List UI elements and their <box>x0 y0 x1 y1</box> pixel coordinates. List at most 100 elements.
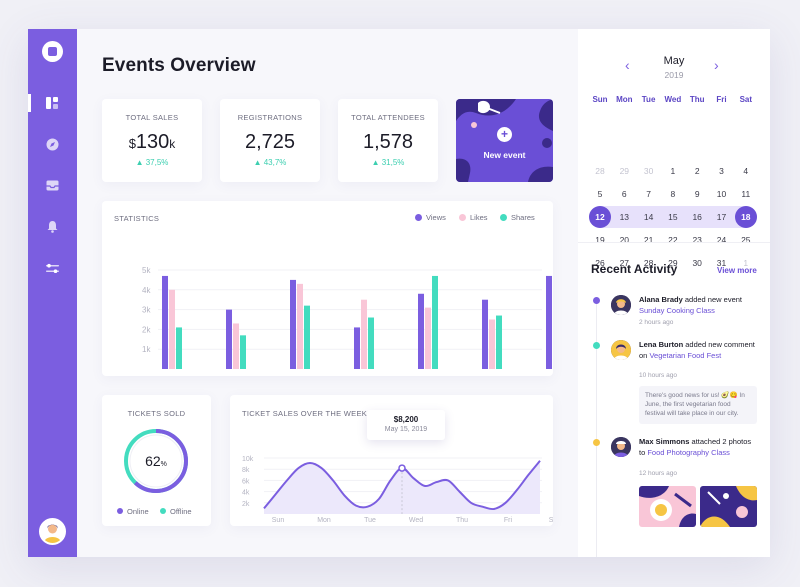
new-event-button[interactable]: + New event <box>456 99 553 182</box>
calendar-day[interactable]: 7 <box>646 189 651 199</box>
activity-link[interactable]: Sunday Cooking Class <box>639 305 715 315</box>
timeline-dot <box>593 297 600 304</box>
selected-range-band <box>589 206 757 228</box>
stat-change: ▲ 37,5% <box>135 158 169 167</box>
calendar-day[interactable]: 19 <box>595 235 605 245</box>
calendar-day[interactable]: 18 <box>734 206 757 228</box>
calendar-day[interactable]: 12 <box>589 206 611 228</box>
calendar-year: 2019 <box>664 70 684 80</box>
stat-value: 1,578 <box>362 131 414 153</box>
calendar-day[interactable]: 29 <box>668 258 678 268</box>
new-event-illustration <box>456 99 553 182</box>
calendar-day[interactable]: 4 <box>743 166 749 176</box>
activity-time: 12 hours ago <box>639 470 677 477</box>
dashboard-icon[interactable] <box>45 96 60 111</box>
legend-dot <box>459 214 466 221</box>
legend-offline[interactable]: Offline <box>160 507 192 516</box>
calendar-day[interactable]: 28 <box>643 258 654 268</box>
right-panel: ‹ May 2019 › Sun Mon Tue Wed Thu Fri Sat 28 29 30… <box>578 29 770 557</box>
bar-likes <box>489 319 495 369</box>
calendar-day[interactable]: 21 <box>643 235 654 245</box>
calendar-day[interactable]: 15 <box>668 212 678 222</box>
activity-text: Lena Burton added new comment on Vegetar… <box>639 340 755 360</box>
calendar-day[interactable]: 22 <box>668 235 678 245</box>
area-fill <box>264 460 540 514</box>
calendar-day[interactable]: 28 <box>595 166 605 176</box>
bar-likes <box>297 283 303 369</box>
y-tick-label: 1k <box>142 345 151 354</box>
calendar-day[interactable]: 29 <box>619 166 630 176</box>
activity-link[interactable]: Vegetarian Food Fest <box>649 350 722 360</box>
calendar-day[interactable]: 27 <box>619 258 630 268</box>
new-event-label: New event <box>483 150 526 160</box>
calendar-day[interactable]: 11 <box>741 189 751 199</box>
x-tick-label: Tue <box>364 517 376 524</box>
calendar-month: May <box>663 55 685 67</box>
legend-dot <box>160 508 166 514</box>
stat-label: REGISTRATIONS <box>237 113 303 122</box>
avatar[interactable] <box>611 295 631 315</box>
bell-icon[interactable] <box>45 219 60 234</box>
next-month-icon[interactable]: › <box>714 57 719 73</box>
bar-likes <box>233 323 239 369</box>
tickets-sold-donut <box>124 429 188 493</box>
calendar-day[interactable]: 8 <box>670 189 676 199</box>
calendar-day[interactable]: 2 <box>694 166 700 176</box>
calendar-day[interactable]: 20 <box>619 235 630 245</box>
highlight-point <box>398 464 406 472</box>
user-avatar[interactable] <box>39 518 66 545</box>
legend-online[interactable]: Online <box>117 507 149 516</box>
y-tick-label: 8k <box>242 467 250 474</box>
calendar-day[interactable]: 14 <box>643 212 654 222</box>
y-tick-label: 4k <box>242 490 250 497</box>
timeline-dot <box>593 342 600 349</box>
x-tick-label: Mon <box>317 517 331 524</box>
calendar-day[interactable]: 3 <box>719 166 724 176</box>
attached-photo[interactable] <box>700 486 757 527</box>
attached-photo[interactable] <box>639 486 696 527</box>
legend-shares[interactable]: Shares <box>500 213 535 222</box>
calendar-day[interactable]: 1 <box>670 166 676 176</box>
avatar[interactable] <box>611 340 631 360</box>
bar-likes <box>425 307 431 369</box>
chart-tooltip: $8,200 May 15, 2019 <box>367 410 445 440</box>
calendar-day[interactable]: 17 <box>716 212 727 222</box>
calendar-day[interactable]: 30 <box>643 166 654 176</box>
calendar-day[interactable]: 9 <box>694 189 700 199</box>
registrations-card[interactable]: REGISTRATIONS 2,725 ▲ 43,7% <box>220 99 320 182</box>
calendar-day[interactable]: 26 <box>595 258 605 268</box>
calendar-day[interactable]: 16 <box>692 212 702 222</box>
calendar-day[interactable]: 10 <box>716 189 727 199</box>
activity-time: 10 hours ago <box>639 372 677 379</box>
prev-month-icon[interactable]: ‹ <box>625 57 630 73</box>
calendar-day[interactable]: 6 <box>621 189 627 199</box>
calendar-day[interactable]: 31 <box>716 258 727 268</box>
legend-likes[interactable]: Likes <box>459 213 488 222</box>
weekday-label: Sat <box>739 95 753 104</box>
stat-change: ▲ 43,7% <box>253 158 287 167</box>
calendar-day[interactable]: 23 <box>692 235 702 245</box>
calendar-day[interactable]: 5 <box>597 189 603 199</box>
logo-icon[interactable] <box>42 41 63 62</box>
total-attendees-card[interactable]: TOTAL ATTENDEES 1,578 ▲ 31,5% <box>338 99 438 182</box>
avatar[interactable] <box>611 437 631 457</box>
view-more-link[interactable]: View more <box>717 266 757 275</box>
y-tick-label: 6k <box>242 478 250 485</box>
legend-views[interactable]: Views <box>415 213 446 222</box>
activity-text: Alana Brady added new event Sunday Cooki… <box>639 295 742 315</box>
stat-change: ▲ 31,5% <box>371 158 405 167</box>
settings-sliders-icon[interactable] <box>45 261 60 276</box>
total-sales-card[interactable]: TOTAL SALES $130k ▲ 37,5% <box>102 99 202 182</box>
activity-link[interactable]: Food Photography Class <box>647 447 730 457</box>
calendar-day[interactable]: 30 <box>692 258 702 268</box>
calendar-day[interactable]: 13 <box>619 212 630 222</box>
weekday-label: Thu <box>689 95 705 104</box>
bar-views <box>354 327 360 369</box>
inbox-icon[interactable] <box>45 178 60 193</box>
calendar-day[interactable]: 1 <box>743 258 749 268</box>
compass-icon[interactable] <box>45 137 60 152</box>
calendar-day[interactable]: 24 <box>716 235 727 245</box>
y-tick-label: 4k <box>142 286 151 295</box>
bar-views <box>290 279 296 369</box>
calendar-day[interactable]: 25 <box>741 235 751 245</box>
